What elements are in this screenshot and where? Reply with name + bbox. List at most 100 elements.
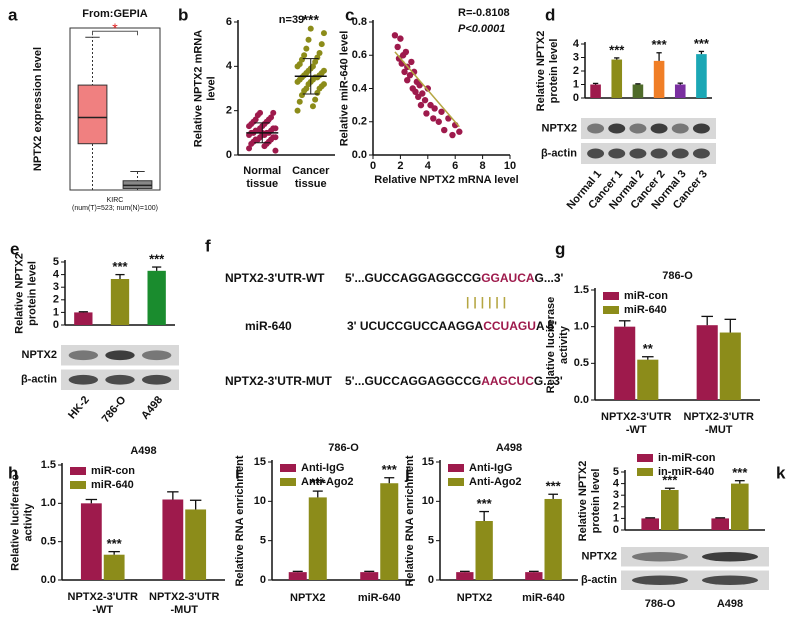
y-tick-label: 10 (254, 495, 266, 507)
annotation: R=-0.8108 (458, 7, 510, 19)
point (397, 35, 404, 42)
legend-label: Anti-IgG (469, 462, 512, 474)
blot-band (68, 374, 99, 385)
bar (288, 572, 307, 580)
blot-band (608, 148, 626, 159)
y-tick-label: 0 (428, 574, 434, 586)
legend-label: miR-640 (91, 479, 134, 491)
y-tick-label: 0 (260, 574, 266, 586)
sequence-highlight: GGAUCA (481, 271, 535, 285)
y-tick-label: 15 (254, 456, 266, 468)
legend-label: miR-640 (624, 304, 667, 316)
y-axis-label: Relative luciferase activity (545, 296, 570, 394)
y-axis-label-box: Relative luciferase activity (9, 474, 34, 571)
x-tick-label: HK-2 (66, 394, 92, 421)
x-tick-label: 2 (397, 160, 403, 172)
y-axis-label-box: Relative NPTX2 protein level (13, 253, 38, 334)
blot-label: NPTX2 (22, 349, 57, 361)
blot-label: NPTX2 (582, 551, 617, 563)
dot (268, 114, 275, 121)
legend-swatch (637, 468, 653, 476)
legend-swatch (70, 481, 86, 489)
blot-band (105, 374, 135, 385)
y-tick-label: 15 (422, 456, 434, 468)
blot-band (629, 123, 647, 134)
y-tick-label: 0 (573, 92, 579, 104)
dot (303, 85, 310, 92)
y-tick-label: 0.5 (574, 357, 589, 369)
point (404, 76, 411, 84)
sequence-name: miR-640 (245, 319, 292, 333)
dot (246, 145, 253, 152)
blot-band (629, 148, 647, 159)
chart-title: 786-O (328, 442, 359, 454)
x-tick-label: A498 (716, 597, 744, 610)
y-tick-label: 2 (613, 501, 619, 513)
blot-band (632, 575, 688, 585)
x-axis-label: Relative NPTX2 mRNA level (374, 174, 518, 186)
y-axis-label-box: Relative NPTX2 protein level (577, 461, 602, 542)
y-tick-label: 1 (613, 512, 619, 524)
point (424, 85, 431, 92)
annotation: n=39 (279, 14, 304, 26)
bar (653, 60, 665, 98)
point (421, 96, 429, 104)
x-tick-label-box: Normal tissue (243, 165, 281, 190)
x-tick-label: 8 (480, 160, 486, 172)
dot (312, 58, 319, 65)
dot (296, 61, 303, 68)
y-tick-label: 4 (226, 60, 233, 72)
x-tick-label: NPTX2-3'UTR -MUT (683, 411, 754, 436)
y-tick-label: 1.5 (574, 284, 589, 296)
bar (525, 572, 543, 580)
significance: *** (149, 251, 165, 266)
x-tick-label-box: NPTX2-3'UTR -WT (68, 591, 138, 616)
annotation: P<0.0001 (458, 23, 505, 35)
y-tick-label: 0.5 (41, 536, 56, 548)
x-tick-label: Cancer tissue (292, 165, 330, 190)
y-axis-label-box: Relative NPTX2 mRNA level (192, 30, 217, 147)
bar (456, 572, 474, 580)
dot (309, 63, 316, 70)
blot-band (587, 123, 605, 134)
pairing: |||||| (466, 295, 510, 309)
legend-swatch (280, 464, 296, 472)
significance-bracket (92, 30, 138, 36)
chart-title: 786-O (662, 270, 693, 282)
y-axis-label-box: Relative NPTX2 protein level (535, 31, 560, 112)
sequence-highlight: AAGCUC (481, 374, 534, 388)
x-tick-label-box: 786-O (645, 598, 676, 610)
y-tick-label: 2 (573, 65, 579, 77)
x-tick-label-box: miR-640 (358, 592, 401, 604)
y-axis-label: Relative RNA enrichment (233, 455, 246, 587)
blot-band (702, 575, 758, 585)
panel-letter: j (404, 463, 410, 482)
significance: *** (662, 473, 678, 488)
bar (719, 332, 741, 400)
sequence-part: 3' UCUCCGUCCAAGGA (347, 319, 484, 333)
dot (303, 45, 310, 52)
y-tick-label: 1.0 (574, 321, 589, 333)
y-tick-label: 4 (53, 269, 60, 281)
point (412, 88, 419, 96)
bar (641, 518, 659, 530)
sequence-highlight: CCUAGU (483, 319, 536, 333)
point (417, 101, 425, 109)
point (431, 105, 438, 112)
dot (294, 107, 301, 114)
sequence-name: NPTX2-3'UTR-MUT (225, 374, 333, 388)
bar (611, 59, 623, 98)
blot-band (632, 552, 688, 562)
y-axis-label-box: NPTX2 expression level (32, 47, 44, 171)
point (401, 68, 408, 76)
bar (103, 554, 125, 580)
dot (305, 36, 312, 43)
plot-frame (69, 27, 161, 191)
blot-band (105, 350, 135, 361)
point (438, 108, 445, 115)
sequence-part: G...3' (534, 374, 563, 388)
point (394, 43, 401, 51)
x-tick-label-box: NPTX2-3'UTR -MUT (149, 591, 219, 616)
significance: *** (310, 476, 326, 491)
y-axis-label-box: Relative luciferase activity (545, 296, 570, 394)
